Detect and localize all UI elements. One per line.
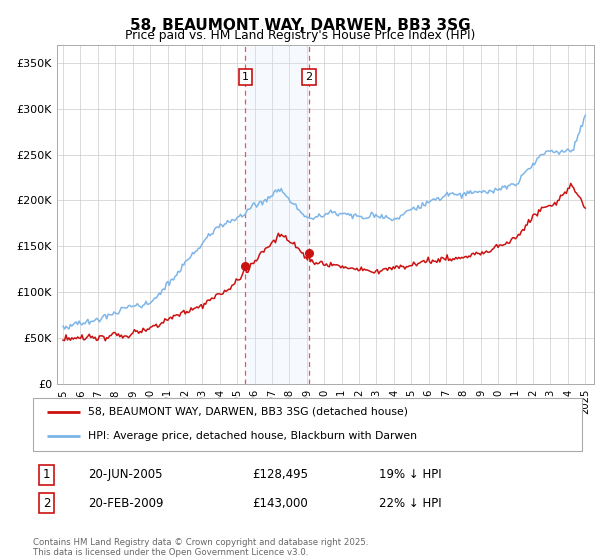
Text: 22% ↓ HPI: 22% ↓ HPI bbox=[379, 497, 442, 510]
Text: 19% ↓ HPI: 19% ↓ HPI bbox=[379, 468, 442, 481]
Text: 58, BEAUMONT WAY, DARWEN, BB3 3SG (detached house): 58, BEAUMONT WAY, DARWEN, BB3 3SG (detac… bbox=[88, 407, 408, 417]
Text: 2: 2 bbox=[43, 497, 50, 510]
Text: Contains HM Land Registry data © Crown copyright and database right 2025.
This d: Contains HM Land Registry data © Crown c… bbox=[33, 538, 368, 557]
Text: 1: 1 bbox=[43, 468, 50, 481]
Text: 20-FEB-2009: 20-FEB-2009 bbox=[88, 497, 163, 510]
Text: £128,495: £128,495 bbox=[253, 468, 308, 481]
Text: 20-JUN-2005: 20-JUN-2005 bbox=[88, 468, 163, 481]
Text: 1: 1 bbox=[242, 72, 249, 82]
Text: HPI: Average price, detached house, Blackburn with Darwen: HPI: Average price, detached house, Blac… bbox=[88, 431, 417, 441]
Bar bbox=[245, 45, 309, 384]
Text: Price paid vs. HM Land Registry's House Price Index (HPI): Price paid vs. HM Land Registry's House … bbox=[125, 29, 475, 42]
Text: £143,000: £143,000 bbox=[253, 497, 308, 510]
Text: 58, BEAUMONT WAY, DARWEN, BB3 3SG: 58, BEAUMONT WAY, DARWEN, BB3 3SG bbox=[130, 18, 470, 34]
Text: 2: 2 bbox=[305, 72, 313, 82]
